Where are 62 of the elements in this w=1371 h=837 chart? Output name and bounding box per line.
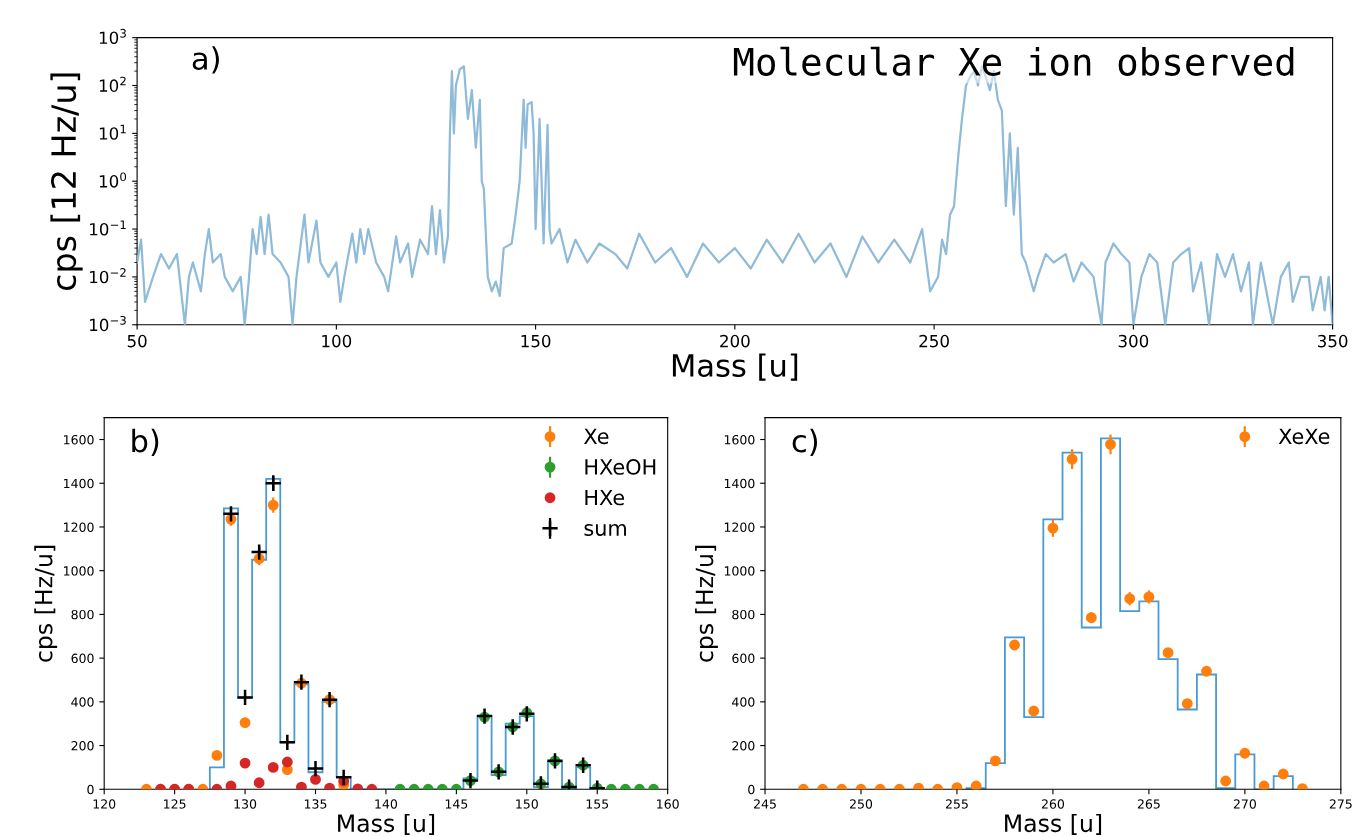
x-tick-label: 145 bbox=[445, 799, 468, 809]
y-tick-label: 1000 bbox=[64, 566, 94, 576]
y-tick-label: 10$^{−2}$ bbox=[90, 268, 126, 284]
x-tick-label: 150 bbox=[516, 799, 538, 809]
y-axis-title: cps [12 Hz/u] bbox=[50, 73, 83, 291]
y-tick-label: 1400 bbox=[724, 478, 755, 489]
annotation: Molecular Xe ion observed bbox=[733, 46, 1294, 76]
y-tick-label: 10$^{2}$ bbox=[99, 76, 126, 92]
x-tick-label: 160 bbox=[657, 799, 679, 809]
legend-label: sum bbox=[584, 523, 626, 536]
x-tick-label: 270 bbox=[1233, 799, 1256, 809]
x-tick-label: 250 bbox=[849, 799, 873, 809]
x-tick-label: 100 bbox=[322, 334, 352, 348]
y-tick-label: 1200 bbox=[724, 522, 755, 532]
y-tick-label: 1400 bbox=[64, 478, 94, 489]
x-tick-label: 130 bbox=[234, 799, 257, 809]
y-tick-label: 600 bbox=[732, 653, 755, 664]
y-tick-label: 0 bbox=[87, 784, 94, 795]
x-tick-label: 275 bbox=[1329, 799, 1352, 809]
y-tick-label: 10$^{−1}$ bbox=[90, 220, 126, 236]
legend-label: Xe bbox=[584, 428, 609, 445]
x-tick-label: 300 bbox=[1118, 334, 1149, 348]
y-tick-label: 400 bbox=[71, 697, 94, 707]
x-tick-label: 250 bbox=[919, 334, 949, 348]
y-tick-label: 1600 bbox=[724, 435, 755, 445]
annotation: a) bbox=[192, 46, 219, 74]
x-axis-title: Mass [u] bbox=[1005, 813, 1102, 835]
x-tick-label: 125 bbox=[164, 799, 186, 809]
y-tick-label: 600 bbox=[71, 653, 94, 664]
x-tick-label: 135 bbox=[304, 799, 327, 809]
legend-label: HXeOH bbox=[585, 459, 656, 475]
y-tick-label: 800 bbox=[732, 609, 755, 620]
x-tick-label: 255 bbox=[945, 799, 968, 809]
x-tick-label: 265 bbox=[1137, 799, 1160, 809]
y-tick-label: 10$^{0}$ bbox=[99, 172, 127, 188]
x-tick-label: 150 bbox=[521, 334, 551, 348]
y-tick-label: 400 bbox=[732, 697, 755, 707]
x-tick-label: 350 bbox=[1317, 334, 1348, 348]
y-tick-label: 10$^{1}$ bbox=[99, 124, 126, 140]
x-tick-label: 120 bbox=[93, 799, 116, 809]
annotation: c) bbox=[792, 428, 818, 457]
x-tick-label: 50 bbox=[127, 334, 147, 348]
x-axis-title: Mass [u] bbox=[338, 813, 435, 835]
y-tick-label: 1200 bbox=[64, 522, 94, 532]
x-axis-title: Mass [u] bbox=[672, 353, 798, 381]
y-tick-label: 1600 bbox=[64, 435, 94, 445]
y-tick-label: 10$^{−3}$ bbox=[90, 315, 126, 332]
x-tick-label: 260 bbox=[1041, 799, 1065, 809]
y-tick-label: 200 bbox=[71, 741, 94, 751]
y-tick-label: 200 bbox=[732, 741, 755, 751]
y-tick-label: 10$^{3}$ bbox=[99, 28, 126, 45]
y-tick-label: 1000 bbox=[724, 566, 755, 576]
legend-label: HXe bbox=[585, 489, 625, 506]
x-tick-label: 140 bbox=[375, 799, 398, 809]
y-tick-label: 0 bbox=[748, 784, 755, 795]
x-tick-label: 245 bbox=[754, 799, 776, 809]
legend-label: XeXe bbox=[1278, 428, 1330, 445]
y-tick-label: 800 bbox=[71, 609, 94, 620]
y-axis-title: cps [Hz/u] bbox=[695, 545, 718, 662]
x-tick-label: 155 bbox=[586, 799, 609, 809]
annotation: b) bbox=[132, 428, 159, 457]
y-axis-title: cps [Hz/u] bbox=[34, 545, 58, 662]
